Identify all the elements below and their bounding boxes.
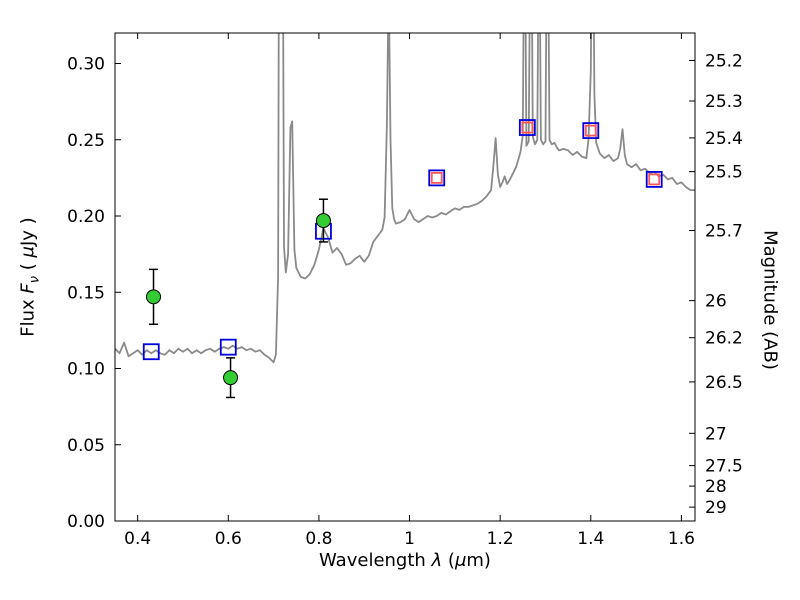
x-axis-label-word: Wavelength: [319, 550, 432, 571]
x-axis-label: Wavelength λ (μm): [319, 550, 491, 571]
blue-square-marker: [219, 338, 237, 356]
blue-square-marker: [582, 122, 600, 139]
flux-unit-open: (: [17, 257, 39, 276]
blue-square-marker: [142, 343, 160, 361]
x-axis-label-close: m): [466, 550, 491, 571]
y-right-tick-label: 26: [705, 292, 727, 312]
green-circle-marker: [315, 213, 331, 229]
y-right-tick-label: 29: [705, 498, 727, 518]
y-left-tick-label: 0.25: [67, 131, 105, 151]
y-right-tick-label: 26.2: [705, 329, 743, 349]
x-tick-label: 1: [404, 529, 415, 549]
y-left-tick-label: 0.30: [67, 55, 105, 75]
y-left-tick-label: 0.00: [67, 512, 105, 532]
y-left-tick-label: 0.10: [67, 360, 105, 380]
flux-symbol: F: [17, 283, 39, 294]
flux-unit-mu: μ: [17, 246, 39, 258]
red-square-marker: [430, 171, 443, 184]
red-square-marker: [521, 121, 534, 134]
blue-square-marker: [428, 169, 446, 187]
blue-square-marker: [645, 170, 663, 188]
y-right-tick-label: 26.5: [705, 373, 743, 393]
x-tick-label: 1.4: [577, 529, 604, 549]
y-right-tick-label: 25.2: [705, 51, 743, 71]
x-axis-label-open: (: [442, 550, 455, 571]
spectrum-line: [115, 33, 695, 364]
lambda-symbol: λ: [431, 550, 443, 571]
y-left-tick-label: 0.20: [67, 207, 105, 227]
flux-word: Flux: [17, 293, 39, 337]
right-y-axis-label: Magnitude (AB): [759, 230, 781, 370]
flux-unit-rest: Jy ): [17, 217, 39, 247]
y-right-tick-label: 25.4: [705, 129, 743, 149]
green-circle-marker: [223, 370, 239, 386]
red-square-marker: [584, 124, 597, 137]
x-tick-label: 0.4: [124, 529, 151, 549]
left-y-axis-label: Flux Fν ( μJy ): [18, 217, 43, 336]
red-square-marker: [648, 173, 661, 186]
x-tick-label: 1.6: [668, 529, 695, 549]
nu-subscript: ν: [27, 275, 43, 284]
y-left-tick-label: 0.15: [67, 283, 105, 303]
y-right-tick-label: 28: [705, 477, 727, 497]
x-tick-label: 0.6: [215, 529, 242, 549]
green-circle-marker: [146, 289, 162, 305]
x-tick-label: 1.2: [487, 529, 514, 549]
y-right-tick-label: 27.5: [705, 457, 743, 477]
y-right-tick-label: 25.7: [705, 221, 743, 241]
y-right-tick-label: 25.3: [705, 92, 743, 112]
mu-symbol: μ: [454, 550, 467, 571]
y-left-tick-label: 0.05: [67, 436, 105, 456]
x-tick-label: 0.8: [305, 529, 332, 549]
blue-square-marker: [518, 119, 536, 136]
y-right-tick-label: 27: [705, 424, 727, 444]
axes-box: [114, 32, 696, 522]
y-right-tick-label: 25.5: [705, 163, 743, 183]
